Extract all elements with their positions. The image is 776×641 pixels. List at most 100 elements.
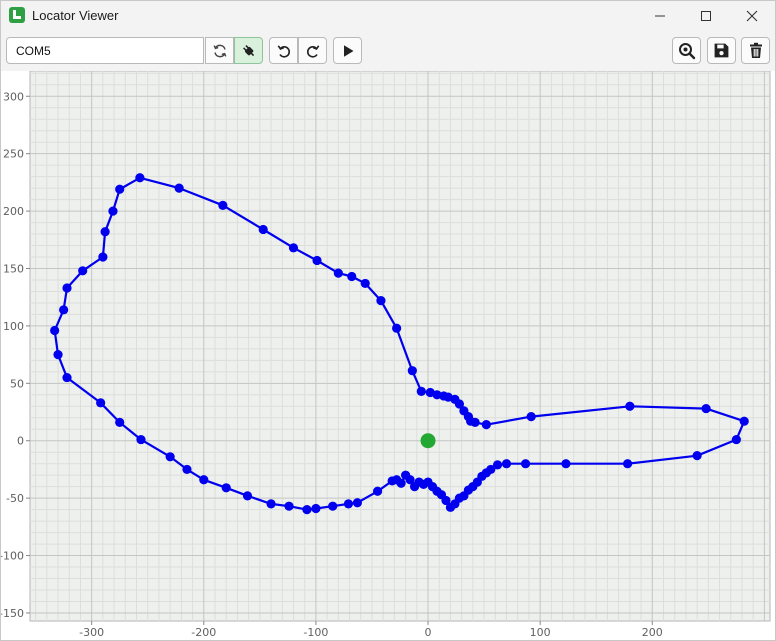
y-tick-label: -100 [1, 550, 24, 563]
track-point [218, 200, 228, 210]
plot-canvas[interactable]: 300 250 200 150 100 50 0 -50 -100 -150 -300 -200 -1… [1, 71, 775, 640]
track-point [135, 173, 145, 183]
x-tick-label: -300 [79, 626, 104, 639]
x-tick-label: 100 [530, 626, 551, 639]
track-point [731, 434, 741, 445]
close-button[interactable] [729, 1, 775, 31]
minimize-icon [655, 15, 665, 17]
zoom-fit-button[interactable] [672, 37, 701, 64]
track-point [221, 483, 231, 493]
y-tick-label: 250 [3, 148, 24, 161]
track-point [266, 499, 276, 509]
track-point [520, 459, 531, 469]
track-point [302, 505, 312, 515]
track-point [174, 183, 184, 193]
minimize-button[interactable] [637, 1, 683, 31]
track-point [360, 278, 370, 289]
track-point [312, 255, 322, 266]
track-point [343, 499, 354, 509]
track-point [416, 386, 426, 396]
play-icon [343, 44, 353, 57]
track-point [258, 224, 268, 235]
maximize-icon [701, 11, 711, 21]
track-point [182, 464, 192, 475]
track-point [50, 325, 60, 336]
locator-plot[interactable]: 300 250 200 150 100 50 0 -50 -100 -150 -300 -200 -1… [1, 71, 775, 640]
track-point [136, 434, 146, 445]
track-point [100, 227, 110, 237]
track-point [701, 403, 711, 414]
track-point [333, 268, 343, 278]
save-icon [714, 43, 729, 58]
track-point [199, 475, 209, 485]
x-tick-label: 200 [642, 626, 663, 639]
track-point [115, 417, 125, 427]
track-point [501, 459, 512, 469]
x-tick-label: 0 [425, 626, 432, 639]
track-point [409, 482, 420, 492]
app-logo-icon [9, 7, 25, 23]
track-point [115, 184, 125, 194]
track-point [407, 366, 417, 376]
grid-major [30, 71, 770, 621]
connect-button[interactable] [234, 37, 263, 64]
y-tick-label: 100 [3, 320, 24, 333]
x-tick-label: -200 [191, 626, 216, 639]
track-point [62, 372, 72, 383]
y-axis: 300 250 200 150 100 50 0 -50 -100 -150 [1, 90, 30, 620]
track-point [387, 476, 397, 486]
save-button[interactable] [707, 37, 736, 64]
track-point [284, 501, 294, 511]
refresh-ports-button[interactable] [205, 37, 234, 64]
track-point [445, 502, 456, 512]
track-point [481, 420, 491, 430]
y-tick-label: -50 [6, 492, 24, 505]
x-tick-label: -100 [303, 626, 328, 639]
maximize-button[interactable] [683, 1, 729, 31]
track-point [352, 498, 362, 508]
track-point [372, 486, 383, 496]
zoom-fit-icon [678, 42, 695, 59]
track-point [288, 243, 299, 253]
track-point [98, 252, 108, 262]
serial-port-selector[interactable]: COM5 [6, 37, 204, 64]
track-point [165, 452, 175, 462]
refresh-icon [213, 44, 226, 57]
track-point [328, 501, 338, 511]
track-point [492, 460, 503, 470]
track-point [470, 417, 480, 427]
grid-minor [30, 71, 770, 621]
y-tick-label: 50 [10, 377, 24, 390]
undo-icon [277, 44, 290, 58]
track-point [59, 305, 69, 315]
track-point [108, 206, 118, 216]
undo-button[interactable] [269, 37, 298, 64]
track-point [401, 470, 411, 480]
delete-button[interactable] [741, 37, 770, 64]
track-point [78, 266, 88, 276]
close-icon [746, 10, 758, 22]
x-axis: -300 -200 -100 0 100 200 [79, 621, 663, 639]
connect-plug-icon [242, 44, 254, 56]
window-title: Locator Viewer [32, 8, 119, 23]
track-point [311, 503, 321, 514]
toolbar: COM5 [1, 31, 775, 71]
redo-button[interactable] [298, 37, 327, 64]
track-point [347, 271, 357, 282]
track-point [623, 459, 633, 469]
track-point [454, 399, 465, 409]
track-point [392, 323, 402, 333]
title-bar: Locator Viewer [1, 1, 775, 31]
track-point [96, 398, 106, 408]
track-point [625, 401, 635, 411]
track-point [242, 491, 253, 501]
play-button[interactable] [333, 37, 362, 64]
redo-icon [306, 44, 319, 58]
y-tick-label: 200 [3, 205, 24, 218]
track-point [62, 283, 72, 293]
origin-marker [420, 433, 436, 449]
track-point [376, 296, 386, 306]
y-tick-label: -150 [1, 607, 24, 620]
plot-background [29, 71, 771, 622]
